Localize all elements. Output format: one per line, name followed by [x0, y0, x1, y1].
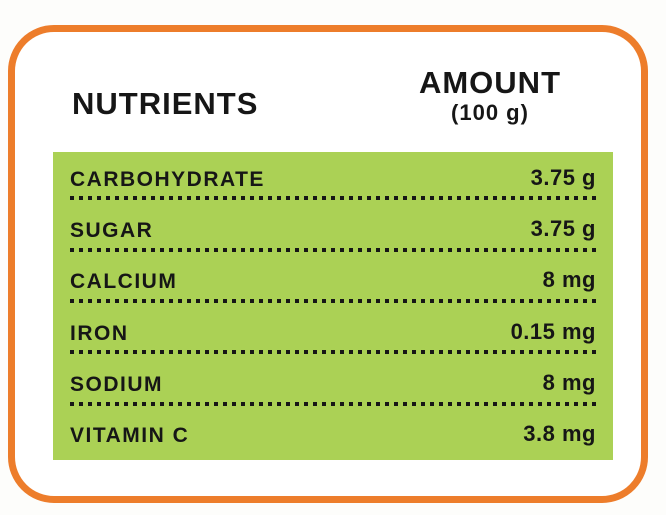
nutrient-name: SODIUM [70, 372, 163, 396]
nutrient-amount: 8 mg [542, 267, 596, 293]
table-row: CARBOHYDRATE 3.75 g [53, 152, 613, 203]
amount-column-header: AMOUNT (100 g) [380, 65, 600, 126]
nutrient-name: VITAMIN C [70, 424, 190, 448]
nutrient-name: IRON [70, 321, 129, 345]
amount-header-unit: (100 g) [451, 100, 529, 126]
nutrient-amount: 0.15 mg [510, 318, 596, 344]
nutrient-amount: 8 mg [542, 369, 596, 395]
dotted-separator [70, 298, 596, 303]
nutrient-name: SUGAR [70, 218, 154, 242]
dotted-separator [70, 401, 596, 406]
table-row: CALCIUM 8 mg [53, 255, 613, 306]
nutrient-amount: 3.75 g [530, 215, 596, 241]
amount-header-label: AMOUNT [418, 65, 562, 100]
table-header: NUTRIENTS AMOUNT (100 g) [0, 62, 666, 152]
table-row: SUGAR 3.75 g [53, 203, 613, 254]
nutrient-amount: 3.8 mg [523, 421, 596, 447]
dotted-separator [70, 350, 596, 355]
nutrient-amount: 3.75 g [530, 164, 596, 190]
nutrients-column-header: NUTRIENTS [72, 86, 259, 121]
table-row: SODIUM 8 mg [53, 357, 613, 408]
table-row: IRON 0.15 mg [53, 306, 613, 357]
table-row: VITAMIN C 3.8 mg [53, 409, 613, 460]
dotted-separator [70, 247, 596, 252]
nutrients-table: CARBOHYDRATE 3.75 g SUGAR 3.75 g CALCIUM… [53, 152, 613, 460]
nutrient-name: CALCIUM [70, 270, 178, 294]
dotted-separator [70, 196, 596, 201]
nutrient-name: CARBOHYDRATE [70, 167, 265, 191]
